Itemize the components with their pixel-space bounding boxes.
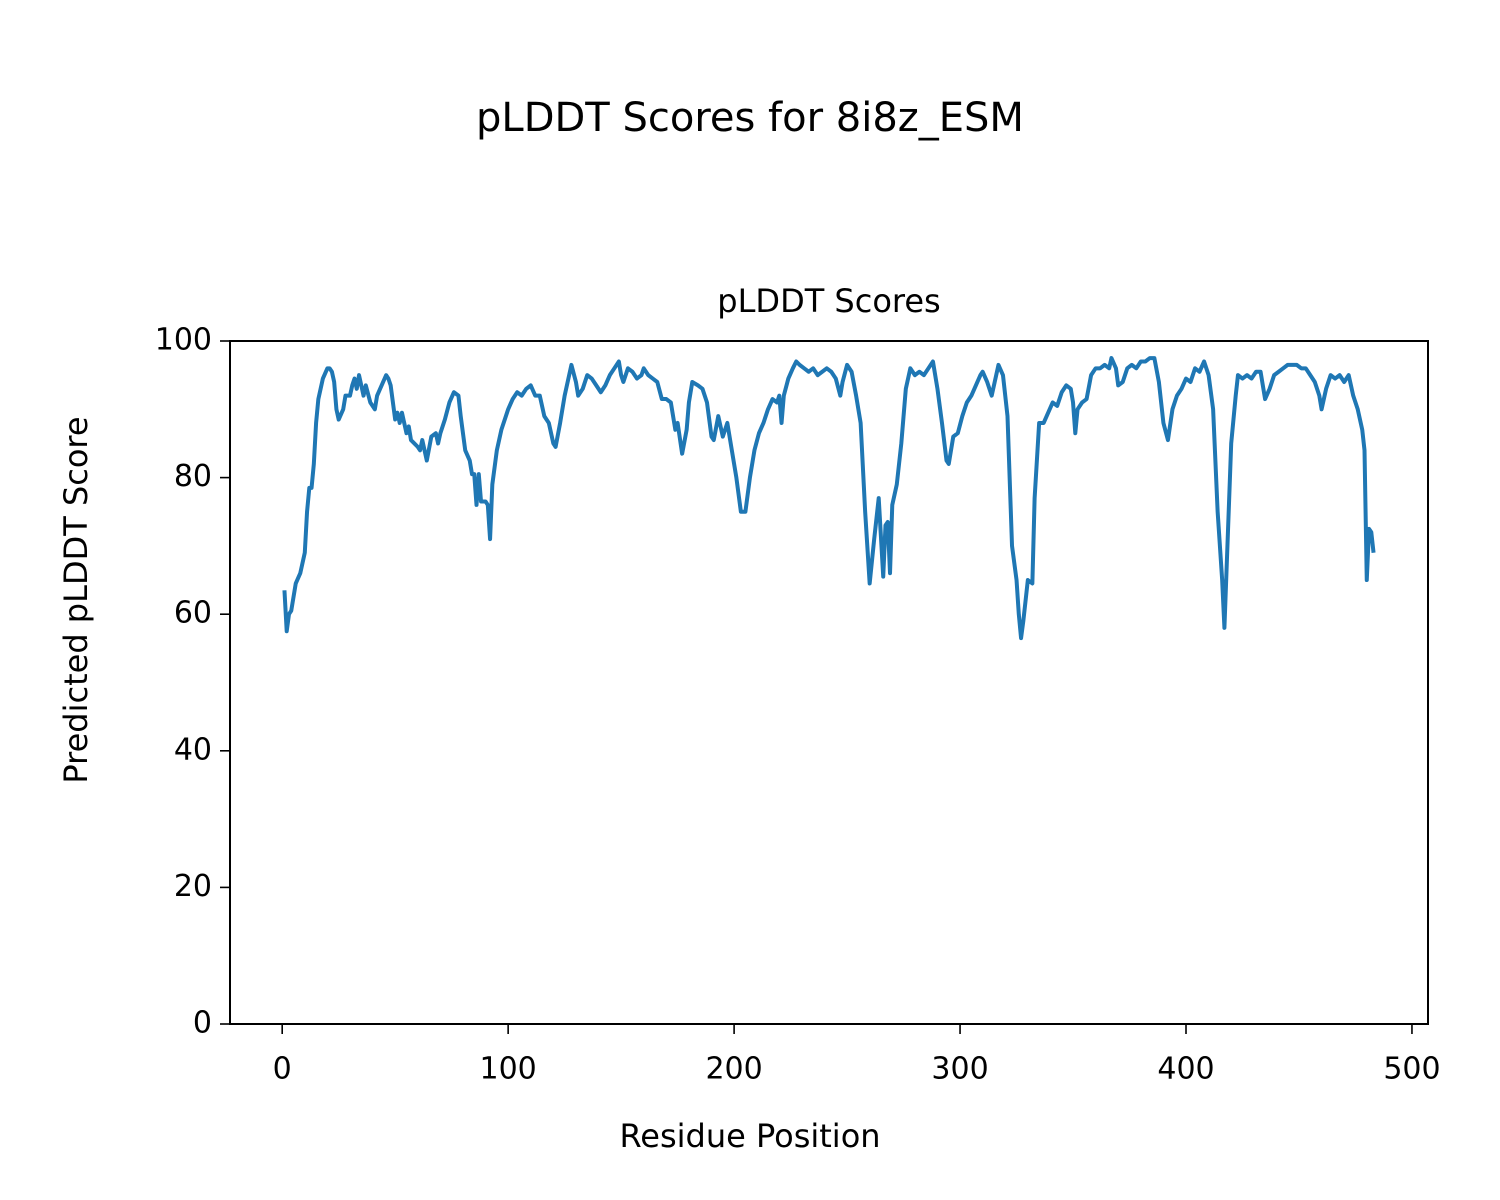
y-tick-label: 60 — [174, 596, 212, 631]
x-tick-label: 200 — [705, 1052, 762, 1087]
x-tick-label: 500 — [1383, 1052, 1440, 1087]
y-axis-label: Predicted pLDDT Score — [57, 416, 95, 783]
data-line — [282, 356, 1376, 641]
x-tick-label: 300 — [931, 1052, 988, 1087]
x-tick-label: 400 — [1157, 1052, 1214, 1087]
y-tick-label: 0 — [193, 1006, 212, 1041]
plot-frame — [229, 340, 1429, 1025]
chart-title: pLDDT Scores — [717, 282, 940, 320]
suptitle: pLDDT Scores for 8i8z_ESM — [476, 95, 1024, 141]
x-tick-label: 100 — [480, 1052, 537, 1087]
x-tick-label: 0 — [273, 1052, 292, 1087]
y-tick-label: 100 — [155, 323, 212, 358]
x-axis-label: Residue Position — [619, 1117, 880, 1155]
y-tick-label: 40 — [174, 732, 212, 767]
y-tick-label: 20 — [174, 869, 212, 904]
y-tick-label: 80 — [174, 459, 212, 494]
